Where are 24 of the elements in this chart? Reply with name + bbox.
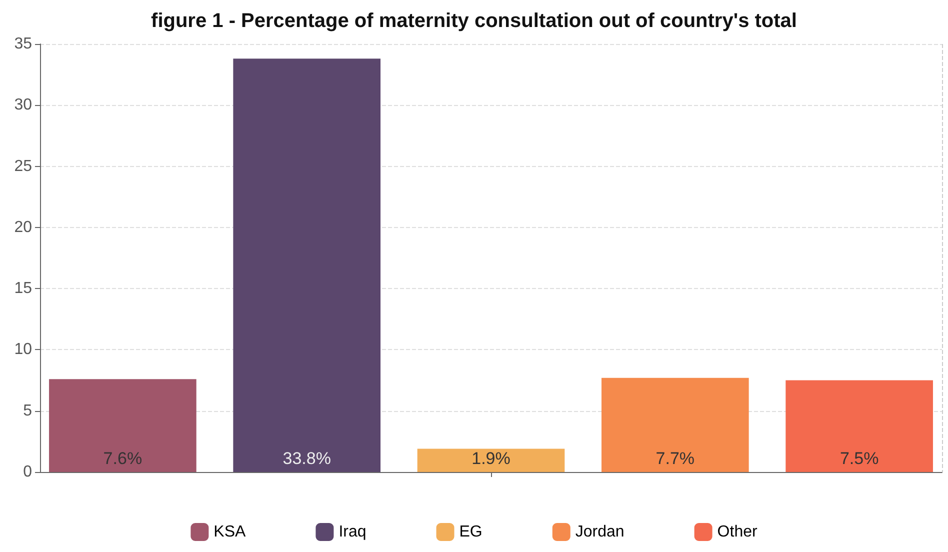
legend-label: Jordan bbox=[575, 524, 624, 540]
bar bbox=[233, 58, 381, 472]
bar bbox=[49, 379, 196, 472]
legend-label: EG bbox=[459, 524, 482, 540]
y-tick-label: 35 bbox=[14, 36, 32, 52]
y-tick-label: 5 bbox=[23, 402, 32, 420]
data-label: 33.8% bbox=[282, 449, 331, 468]
legend-label: Other bbox=[717, 524, 758, 540]
y-tick-label: 25 bbox=[14, 158, 32, 175]
data-label: 1.9% bbox=[472, 449, 510, 468]
data-label: 7.7% bbox=[656, 449, 695, 468]
y-tick-label: 10 bbox=[14, 341, 32, 358]
bar bbox=[786, 380, 933, 472]
bar bbox=[417, 448, 565, 472]
y-tick-label: 15 bbox=[14, 280, 32, 298]
legend-label: KSA bbox=[214, 524, 246, 540]
legend-label: Iraq bbox=[338, 524, 366, 540]
y-tick-label: 30 bbox=[14, 96, 32, 114]
y-tick-label: 20 bbox=[14, 218, 32, 236]
y-tick-label: 0 bbox=[23, 464, 32, 480]
bar bbox=[601, 378, 749, 472]
data-label: 7.5% bbox=[840, 449, 879, 468]
chart-title: figure 1 - Percentage of maternity consultation out of country's total bbox=[151, 10, 797, 32]
data-label: 7.6% bbox=[103, 449, 142, 468]
